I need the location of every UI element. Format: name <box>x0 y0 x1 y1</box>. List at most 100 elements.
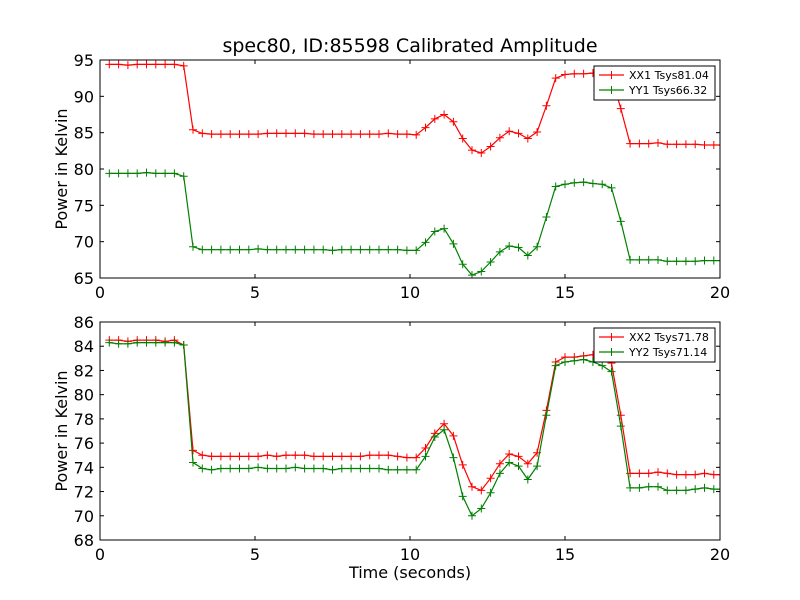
data-point <box>421 452 430 461</box>
data-point <box>635 139 644 148</box>
data-point <box>644 139 653 148</box>
data-point <box>337 130 346 139</box>
y-tick-label: 86 <box>74 313 94 332</box>
data-point <box>291 463 300 472</box>
data-point <box>477 486 486 495</box>
data-point <box>300 129 309 138</box>
data-point <box>421 443 430 452</box>
data-point <box>133 169 142 178</box>
y-tick-label: 80 <box>74 160 94 179</box>
data-point <box>337 245 346 254</box>
data-point <box>384 451 393 460</box>
data-point <box>393 130 402 139</box>
data-point <box>579 355 588 364</box>
data-point <box>505 242 514 251</box>
data-point <box>402 130 411 139</box>
data-point <box>291 245 300 254</box>
legend-box <box>593 327 716 363</box>
data-point <box>244 464 253 473</box>
data-point <box>716 485 720 494</box>
data-point <box>533 462 542 471</box>
data-point <box>672 140 681 149</box>
data-point <box>440 110 449 119</box>
data-point <box>235 245 244 254</box>
data-point <box>142 168 151 177</box>
data-point <box>151 338 160 347</box>
data-point <box>123 169 132 178</box>
data-point <box>123 339 132 348</box>
data-point <box>672 486 681 495</box>
x-tick-label: 20 <box>710 283 730 302</box>
y-tick-label: 70 <box>74 233 94 252</box>
data-point <box>626 139 635 148</box>
data-point <box>254 452 263 461</box>
y-tick-label: 85 <box>74 124 94 143</box>
data-point <box>570 178 579 187</box>
data-point <box>458 492 467 501</box>
data-point <box>691 470 700 479</box>
series-group <box>105 336 720 520</box>
data-point <box>551 361 560 370</box>
data-point <box>114 60 123 69</box>
data-point <box>495 133 504 142</box>
data-point <box>198 129 207 138</box>
legend-marker-0 <box>607 71 616 79</box>
data-point <box>514 243 523 252</box>
data-point <box>105 338 114 347</box>
data-point <box>542 101 551 110</box>
data-point <box>272 245 281 254</box>
data-point <box>254 244 263 253</box>
data-point <box>691 257 700 266</box>
data-point <box>170 169 179 178</box>
y-tick-label: 78 <box>74 410 94 429</box>
data-point <box>309 452 318 461</box>
data-point <box>486 474 495 483</box>
x-tick-label: 5 <box>250 283 260 302</box>
data-point <box>309 245 318 254</box>
data-point <box>328 452 337 461</box>
data-point <box>486 142 495 151</box>
data-point <box>375 245 383 254</box>
data-point <box>179 341 188 350</box>
data-point <box>449 239 458 248</box>
data-point <box>393 245 402 254</box>
data-point <box>412 246 421 255</box>
data-point <box>226 452 235 461</box>
data-point <box>681 470 690 479</box>
data-point <box>207 452 216 461</box>
data-point <box>244 452 253 461</box>
data-point <box>263 245 272 254</box>
data-point <box>626 255 635 264</box>
data-point <box>347 464 356 473</box>
data-point <box>114 339 123 348</box>
data-point <box>365 464 374 473</box>
data-point <box>207 465 216 474</box>
y-tick-label: 74 <box>74 458 94 477</box>
y-tick-label: 70 <box>74 507 94 526</box>
data-point <box>133 338 142 347</box>
data-point <box>235 452 244 461</box>
data-point <box>365 245 374 254</box>
data-point <box>356 130 365 139</box>
data-point <box>412 465 421 474</box>
data-point <box>393 465 402 474</box>
x-tick-label: 20 <box>710 545 730 564</box>
data-point <box>161 338 170 347</box>
data-point <box>626 483 635 492</box>
data-point <box>105 169 114 178</box>
data-point <box>189 458 197 467</box>
x-tick-label: 10 <box>400 545 420 564</box>
data-point <box>133 60 142 69</box>
data-point <box>272 129 281 138</box>
y-tick-label: 90 <box>74 87 94 106</box>
data-point <box>309 130 318 139</box>
data-point <box>607 183 616 192</box>
data-point <box>272 464 281 473</box>
data-point <box>430 227 439 236</box>
data-point <box>607 367 616 376</box>
data-point <box>189 446 197 455</box>
data-point <box>533 242 542 251</box>
data-point <box>300 451 309 460</box>
data-point <box>449 431 458 440</box>
data-point <box>244 245 253 254</box>
